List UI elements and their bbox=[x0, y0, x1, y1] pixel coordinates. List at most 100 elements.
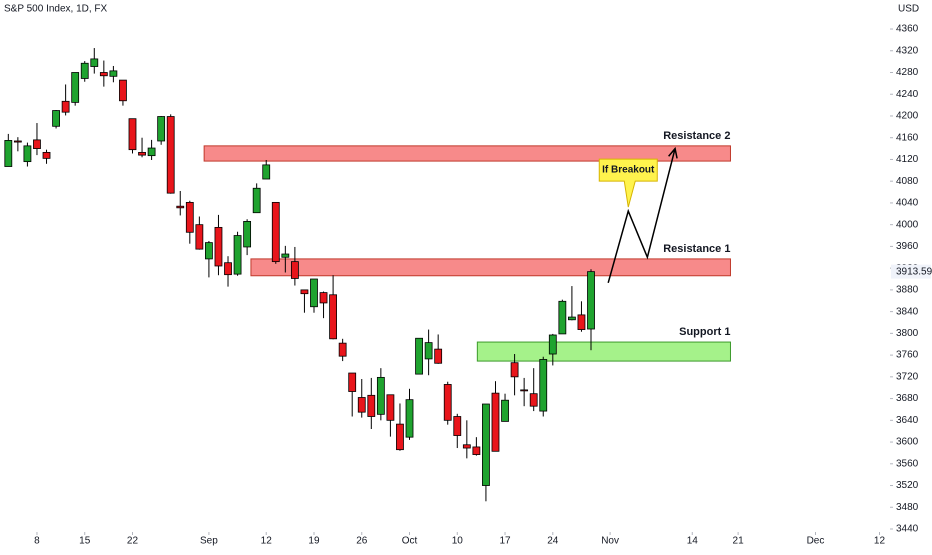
y-tick-label: 3440 bbox=[896, 524, 919, 535]
x-tick-label: Nov bbox=[601, 536, 619, 547]
candle-body bbox=[71, 72, 80, 103]
callout-box bbox=[598, 158, 658, 208]
candle-body bbox=[329, 294, 337, 340]
candle-body bbox=[568, 316, 576, 321]
chart-title: S&P 500 Index, 1D, FX bbox=[4, 4, 108, 15]
zone-label: Resistance 1 bbox=[663, 243, 730, 255]
candle-body bbox=[205, 242, 213, 260]
candle-body bbox=[128, 118, 137, 151]
last-price-label: 3913.59 bbox=[896, 266, 932, 277]
x-tick-label: Sep bbox=[200, 536, 218, 547]
candle-body bbox=[501, 399, 509, 422]
candle-body bbox=[195, 224, 204, 250]
x-tick-label: 12 bbox=[874, 536, 886, 547]
arrow-head bbox=[668, 146, 678, 159]
candle-body bbox=[520, 389, 529, 392]
y-tick-label: 3680 bbox=[896, 393, 919, 404]
x-tick-label: 12 bbox=[261, 536, 273, 547]
x-tick-label: 14 bbox=[687, 536, 699, 547]
zone-label: Support 1 bbox=[679, 326, 730, 338]
y-tick-label: 3560 bbox=[896, 458, 919, 469]
candle-body bbox=[252, 187, 261, 214]
candle-body bbox=[290, 261, 299, 279]
candle-body bbox=[23, 145, 32, 163]
candle-body bbox=[424, 342, 433, 360]
candle-body bbox=[157, 116, 166, 142]
x-tick-label: 15 bbox=[79, 536, 91, 547]
candle-body bbox=[185, 201, 194, 233]
x-tick-label: 8 bbox=[34, 536, 40, 547]
candle-body bbox=[558, 300, 567, 335]
y-tick-label: 3960 bbox=[896, 241, 919, 252]
y-tick-label: 3880 bbox=[896, 285, 919, 296]
y-tick-label: 4160 bbox=[896, 132, 919, 143]
candle-body bbox=[271, 201, 280, 263]
y-tick-label: 4360 bbox=[896, 24, 919, 35]
candle-body bbox=[338, 342, 347, 357]
x-tick-label: 21 bbox=[733, 536, 745, 547]
zone bbox=[476, 341, 731, 362]
y-tick-label: 3520 bbox=[896, 480, 919, 491]
candle-body bbox=[348, 372, 357, 392]
y-tick-label: 3600 bbox=[896, 437, 919, 448]
candle-body bbox=[33, 139, 41, 149]
x-tick-label: 17 bbox=[499, 536, 511, 547]
candle-body bbox=[119, 79, 127, 102]
zone-label: Resistance 2 bbox=[663, 130, 730, 142]
y-tick-label: 3480 bbox=[896, 502, 919, 513]
zone bbox=[250, 258, 731, 277]
candle-body bbox=[176, 205, 185, 209]
candle-body bbox=[42, 151, 51, 159]
x-tick-label: Dec bbox=[807, 536, 825, 547]
y-axis-label: USD bbox=[898, 4, 919, 15]
candle-body bbox=[434, 348, 443, 364]
candle-body bbox=[415, 337, 423, 375]
candle-body bbox=[262, 164, 271, 180]
candle-body bbox=[396, 423, 404, 451]
candle-body bbox=[138, 151, 146, 156]
y-tick-label: 4000 bbox=[896, 219, 919, 230]
candle-body bbox=[577, 314, 586, 330]
candle-body bbox=[224, 262, 232, 276]
zone bbox=[203, 145, 731, 162]
last-price-box bbox=[891, 264, 931, 279]
candle-body bbox=[357, 397, 366, 413]
x-tick-label: 19 bbox=[308, 536, 320, 547]
y-tick-label: 3760 bbox=[896, 350, 919, 361]
candle-body bbox=[529, 393, 538, 407]
candle-body bbox=[109, 70, 118, 77]
candle-body bbox=[491, 392, 500, 452]
candle-body bbox=[462, 444, 471, 449]
y-tick-label: 3720 bbox=[896, 371, 919, 382]
candle-body bbox=[61, 100, 70, 113]
candle-body bbox=[90, 58, 99, 67]
candle-body bbox=[233, 235, 242, 275]
x-tick-label: 24 bbox=[547, 536, 559, 547]
y-tick-label: 4280 bbox=[896, 67, 919, 78]
candle-body bbox=[166, 116, 175, 194]
candle-body bbox=[367, 394, 376, 417]
y-tick-label: 4200 bbox=[896, 111, 919, 122]
candle-body bbox=[147, 147, 156, 157]
callout-text: If Breakout bbox=[602, 165, 655, 176]
candle-body bbox=[453, 416, 462, 436]
x-tick-label: 10 bbox=[452, 536, 464, 547]
candle-body bbox=[80, 62, 89, 79]
candle-body bbox=[376, 376, 385, 415]
candle-body bbox=[214, 226, 223, 267]
x-tick-label: 22 bbox=[127, 536, 139, 547]
y-tick-label: 4120 bbox=[896, 154, 919, 165]
candle-body bbox=[539, 359, 548, 412]
y-tick-label: 4080 bbox=[896, 176, 919, 187]
candle-body bbox=[4, 140, 13, 167]
candle-body bbox=[52, 110, 60, 127]
x-tick-label: Oct bbox=[402, 536, 418, 547]
y-tick-label: 3840 bbox=[896, 306, 919, 317]
candle-body bbox=[13, 140, 22, 143]
candle-body bbox=[300, 289, 309, 295]
candle-body bbox=[243, 221, 252, 248]
candle-body bbox=[472, 446, 481, 455]
y-tick-label: 4040 bbox=[896, 198, 919, 209]
candle-body bbox=[310, 278, 318, 308]
